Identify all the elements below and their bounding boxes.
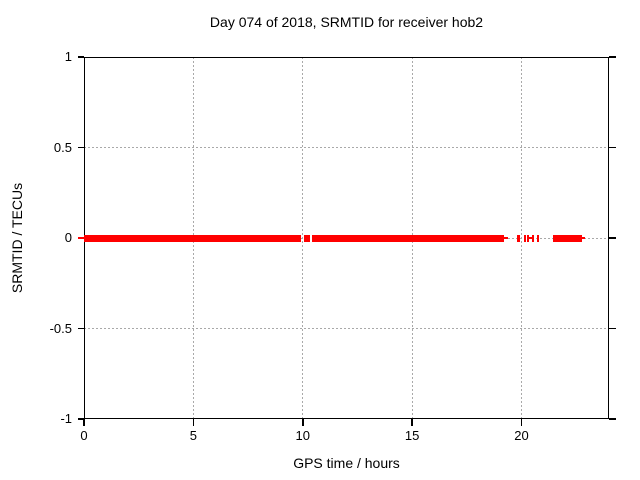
- y-tick-label: 0.5: [53, 139, 72, 155]
- x-tick-label: 10: [295, 428, 310, 443]
- chart-title: Day 074 of 2018, SRMTID for receiver hob…: [209, 14, 484, 30]
- data-segment-thin: [78, 237, 85, 239]
- gridline-horizontal: [84, 147, 609, 148]
- y-tick-mark-left: [77, 418, 84, 420]
- data-segment-thick: [537, 234, 540, 242]
- data-segment-thick: [532, 234, 534, 242]
- y-tick-mark-right: [609, 237, 616, 239]
- y-tick-mark-left: [77, 327, 84, 330]
- x-tick-label: 5: [189, 428, 197, 443]
- data-segment-thick: [526, 234, 529, 242]
- x-tick-label: 0: [80, 428, 88, 443]
- data-segment-thick: [84, 234, 301, 242]
- y-tick-mark-right: [609, 327, 616, 330]
- x-tick-mark-bottom: [302, 419, 304, 426]
- gridline-horizontal: [84, 328, 609, 329]
- data-segment-thick: [516, 234, 520, 242]
- y-tick-mark-left: [77, 56, 84, 58]
- data-segment-thin: [582, 237, 585, 239]
- data-segment-thin: [504, 237, 509, 239]
- y-tick-mark-right: [609, 56, 616, 58]
- data-segment-thick: [304, 234, 310, 242]
- x-tick-mark-bottom: [192, 419, 195, 426]
- data-segment-thick: [553, 234, 583, 242]
- x-axis-label: GPS time / hours: [293, 455, 400, 471]
- y-tick-label: 1: [64, 49, 72, 64]
- y-tick-mark-left: [77, 146, 84, 149]
- y-tick-label: 0: [64, 230, 72, 245]
- y-tick-mark-right: [609, 146, 616, 149]
- x-tick-mark-bottom: [83, 419, 85, 426]
- x-tick-label: 15: [404, 428, 420, 443]
- y-tick-label: -0.5: [49, 320, 72, 336]
- y-tick-mark-right: [609, 418, 616, 420]
- data-segment-thin: [528, 237, 534, 239]
- x-tick-label: 20: [514, 428, 529, 443]
- x-tick-mark-bottom: [520, 419, 523, 426]
- x-tick-mark-bottom: [411, 419, 413, 426]
- data-segment-thick: [311, 234, 504, 242]
- y-tick-label: -1: [60, 411, 72, 426]
- data-segment-thick: [523, 234, 527, 242]
